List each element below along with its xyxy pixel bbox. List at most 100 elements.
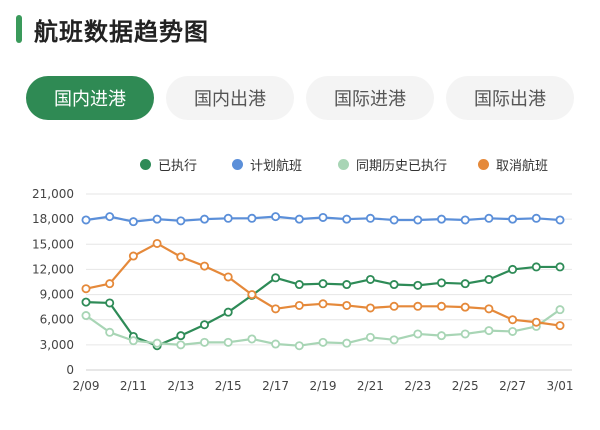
data-point[interactable]: [508, 315, 518, 325]
data-point[interactable]: [176, 252, 186, 262]
x-tick-label: 2/19: [310, 379, 337, 393]
data-point[interactable]: [318, 337, 328, 347]
data-point[interactable]: [484, 213, 494, 223]
data-point[interactable]: [531, 213, 541, 223]
data-point[interactable]: [436, 331, 446, 341]
data-point[interactable]: [318, 279, 328, 289]
y-tick-label: 12,000: [32, 262, 74, 276]
legend-item-cancelled[interactable]: 取消航班: [478, 155, 548, 174]
data-point[interactable]: [81, 284, 91, 294]
data-point[interactable]: [436, 278, 446, 288]
data-point[interactable]: [318, 299, 328, 309]
x-axis: 2/09 2/11 2/13 2/15 2/17 2/19 2/21 2/23 2/25 2/27…: [73, 379, 574, 393]
y-tick-label: 18,000: [32, 212, 74, 226]
data-point[interactable]: [365, 332, 375, 342]
data-point[interactable]: [460, 215, 470, 225]
data-point[interactable]: [128, 336, 138, 346]
data-point[interactable]: [199, 261, 209, 271]
tab-international-departure[interactable]: 国际出港: [446, 76, 574, 120]
data-point[interactable]: [389, 335, 399, 345]
data-point[interactable]: [152, 214, 162, 224]
data-point[interactable]: [223, 272, 233, 282]
legend-item-historical[interactable]: 同期历史已执行: [338, 155, 447, 174]
data-point[interactable]: [555, 215, 565, 225]
data-point[interactable]: [342, 214, 352, 224]
data-point[interactable]: [508, 264, 518, 274]
data-point[interactable]: [484, 304, 494, 314]
data-point[interactable]: [413, 329, 423, 339]
data-point[interactable]: [365, 303, 375, 313]
data-point[interactable]: [342, 300, 352, 310]
data-point[interactable]: [531, 262, 541, 272]
legend-dot-icon: [232, 159, 243, 170]
data-point[interactable]: [555, 262, 565, 272]
data-point[interactable]: [460, 279, 470, 289]
data-point[interactable]: [271, 212, 281, 222]
data-point[interactable]: [413, 215, 423, 225]
data-point[interactable]: [294, 280, 304, 290]
data-point[interactable]: [271, 304, 281, 314]
data-point[interactable]: [128, 251, 138, 261]
data-point[interactable]: [81, 311, 91, 321]
data-point[interactable]: [199, 337, 209, 347]
data-point[interactable]: [176, 331, 186, 341]
tab-domestic-arrival[interactable]: 国内进港: [26, 76, 154, 120]
data-point[interactable]: [176, 216, 186, 226]
data-point[interactable]: [105, 298, 115, 308]
data-point[interactable]: [389, 280, 399, 290]
data-point[interactable]: [223, 337, 233, 347]
legend-dot-icon: [140, 159, 151, 170]
data-point[interactable]: [271, 339, 281, 349]
data-point[interactable]: [508, 326, 518, 336]
data-point[interactable]: [365, 274, 375, 284]
data-point[interactable]: [247, 334, 257, 344]
data-point[interactable]: [199, 214, 209, 224]
data-point[interactable]: [318, 212, 328, 222]
data-point[interactable]: [223, 213, 233, 223]
x-tick-label: 2/25: [452, 379, 479, 393]
data-point[interactable]: [81, 215, 91, 225]
data-point[interactable]: [294, 341, 304, 351]
data-point[interactable]: [484, 274, 494, 284]
data-point[interactable]: [294, 214, 304, 224]
legend-item-executed[interactable]: 已执行: [140, 155, 197, 174]
data-point[interactable]: [247, 213, 257, 223]
data-point[interactable]: [294, 300, 304, 310]
data-point[interactable]: [152, 338, 162, 348]
data-point[interactable]: [389, 215, 399, 225]
data-point[interactable]: [555, 305, 565, 315]
title-accent-bar: [16, 15, 22, 43]
data-point[interactable]: [128, 217, 138, 227]
data-point[interactable]: [413, 280, 423, 290]
tab-international-arrival[interactable]: 国际进港: [306, 76, 434, 120]
data-point[interactable]: [460, 302, 470, 312]
data-point[interactable]: [105, 212, 115, 222]
y-tick-label: 6,000: [40, 313, 74, 327]
data-point[interactable]: [342, 280, 352, 290]
data-point[interactable]: [413, 301, 423, 311]
data-point[interactable]: [342, 338, 352, 348]
data-point[interactable]: [389, 301, 399, 311]
data-point[interactable]: [436, 214, 446, 224]
data-point[interactable]: [271, 273, 281, 283]
legend-item-planned[interactable]: 计划航班: [232, 155, 302, 174]
data-point[interactable]: [176, 340, 186, 350]
data-point[interactable]: [555, 321, 565, 331]
data-point[interactable]: [484, 326, 494, 336]
tab-domestic-departure[interactable]: 国内出港: [166, 76, 294, 120]
data-point[interactable]: [508, 214, 518, 224]
data-point[interactable]: [436, 301, 446, 311]
data-point[interactable]: [223, 307, 233, 317]
data-point[interactable]: [460, 329, 470, 339]
series-3: [81, 238, 565, 331]
data-point[interactable]: [365, 213, 375, 223]
data-point[interactable]: [531, 317, 541, 327]
data-point[interactable]: [199, 320, 209, 330]
legend-label: 取消航班: [496, 159, 549, 174]
data-point[interactable]: [81, 297, 91, 307]
data-point[interactable]: [152, 238, 162, 248]
data-point[interactable]: [105, 327, 115, 337]
data-point[interactable]: [247, 290, 257, 300]
x-tick-label: 2/17: [262, 379, 289, 393]
data-point[interactable]: [105, 279, 115, 289]
